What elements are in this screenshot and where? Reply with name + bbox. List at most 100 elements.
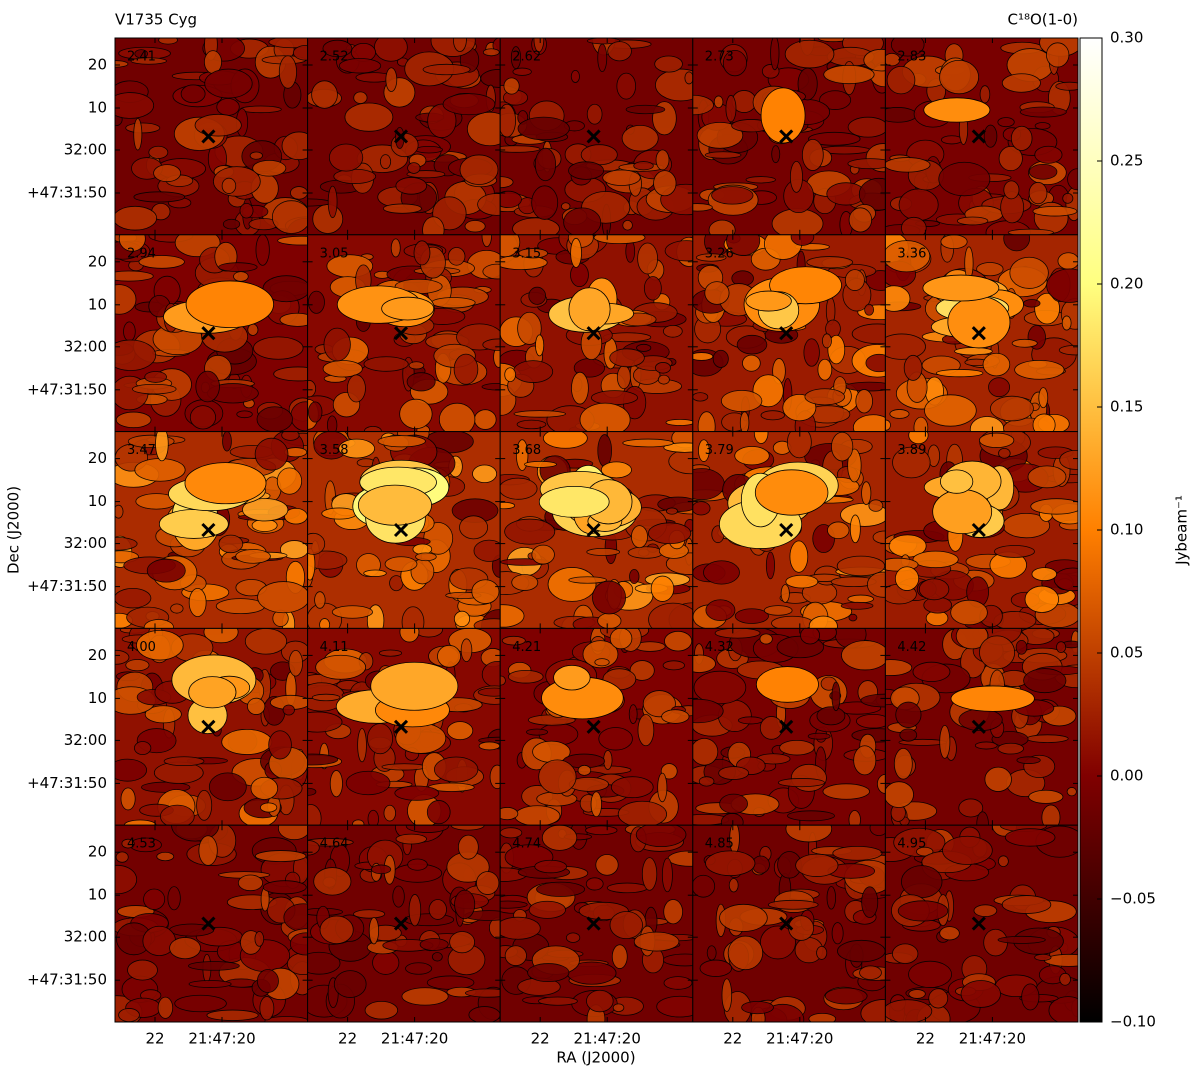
emission-blob [609,348,645,368]
emission-blob [282,704,295,716]
colorbar-tick-label: 0.25 [1110,152,1143,170]
emission-blob [1058,344,1079,356]
emission-blob [500,900,528,909]
emission-blob [447,247,466,266]
emission-blob [237,874,264,892]
emission-blob [849,514,861,544]
channel-velocity: 4.85 [705,837,734,852]
emission-blob [257,581,308,614]
emission-blob [1007,228,1054,235]
emission-blob [500,145,541,153]
emission-blob [1062,192,1074,204]
emission-blob [822,783,871,800]
source-marker [201,522,216,538]
emission-blob [894,566,920,591]
emission-blob [892,446,931,479]
emission-blob [997,742,1024,755]
emission-blob [204,68,253,99]
emission-blob [531,185,559,220]
emission-blob [994,545,1035,558]
emission-blob [908,960,952,988]
emission-blob [442,93,496,116]
emission-blob [311,80,338,109]
emission-blob [759,633,773,645]
emission-blob [333,168,377,184]
emission-blob [570,237,582,268]
emission-blob [924,394,977,427]
emission-blob [457,834,479,860]
emission-blob [428,899,447,920]
emission-blob [155,431,169,462]
emission-blob [208,772,247,802]
channel-velocity: 3.68 [512,443,541,458]
channel-velocity: 4.11 [320,640,349,655]
emission-blob [115,205,158,231]
emission-blob [940,135,963,145]
emission-blob [1003,234,1031,252]
emission-blob [998,448,1011,459]
emission-blob [692,501,711,516]
emission-blob [222,431,232,452]
emission-blob [899,728,918,742]
emission-blob [1028,164,1058,180]
emission-blob [960,980,1001,1008]
emission-blob [277,235,308,246]
emission-blob [474,409,497,430]
source-marker [393,326,409,341]
emission-blob [663,442,693,453]
emission-blob [408,361,425,370]
emission-blob [419,938,449,951]
emission-blob [1057,252,1079,270]
emission-blob [446,721,474,741]
emission-blob [1023,668,1067,694]
emission-blob [950,599,988,626]
emission-blob [338,438,376,459]
emission-blob [489,764,501,790]
source-marker [971,326,986,341]
emission-blob [239,105,282,114]
emission-blob [903,354,923,381]
emission-blob [779,739,815,756]
emission-blob [586,548,621,556]
emission-blob [526,728,549,736]
emission-blob [115,536,138,551]
bright-core [158,509,229,539]
emission-blob [1004,828,1056,847]
emission-blob [759,716,783,740]
emission-blob [218,262,258,272]
emission-blob [898,188,939,221]
emission-blob [885,157,931,173]
emission-blob [1010,125,1033,151]
bright-core [940,469,974,494]
emission-blob [695,253,727,262]
emission-blob [501,635,526,646]
emission-blob [816,945,828,960]
channel-velocity: 4.32 [705,640,734,655]
channel-velocity: 3.05 [320,246,349,261]
emission-blob [847,594,875,604]
emission-blob [236,410,253,419]
emission-blob [174,994,227,1013]
panel [307,431,501,629]
emission-blob [189,405,217,430]
channel-velocity: 2.94 [127,246,156,261]
emission-blob [647,522,692,545]
emission-blob [307,787,317,796]
emission-blob [770,38,780,71]
emission-blob [256,406,293,432]
emission-blob [279,540,308,559]
emission-blob [592,580,627,615]
emission-blob [514,805,561,826]
emission-blob [998,145,1023,172]
emission-blob [1023,299,1041,308]
emission-blob [826,886,837,910]
emission-blob [859,965,882,980]
emission-blob [1046,268,1079,303]
emission-blob [472,464,498,484]
emission-blob [787,810,835,822]
emission-blob [885,781,914,808]
emission-blob [790,234,815,246]
emission-blob [698,439,710,462]
emission-blob [885,333,926,360]
emission-blob [609,911,643,940]
